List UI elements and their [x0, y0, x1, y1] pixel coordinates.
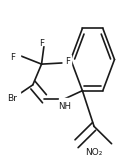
Text: F: F	[65, 57, 70, 66]
Polygon shape	[5, 92, 20, 106]
Text: NO₂: NO₂	[85, 148, 103, 157]
Polygon shape	[11, 51, 20, 64]
Text: NH: NH	[58, 102, 71, 111]
Text: Br: Br	[7, 94, 17, 103]
Polygon shape	[87, 140, 101, 155]
Polygon shape	[59, 98, 71, 112]
Polygon shape	[38, 32, 46, 45]
Text: F: F	[10, 53, 15, 62]
Polygon shape	[63, 56, 71, 68]
Text: F: F	[39, 39, 44, 48]
